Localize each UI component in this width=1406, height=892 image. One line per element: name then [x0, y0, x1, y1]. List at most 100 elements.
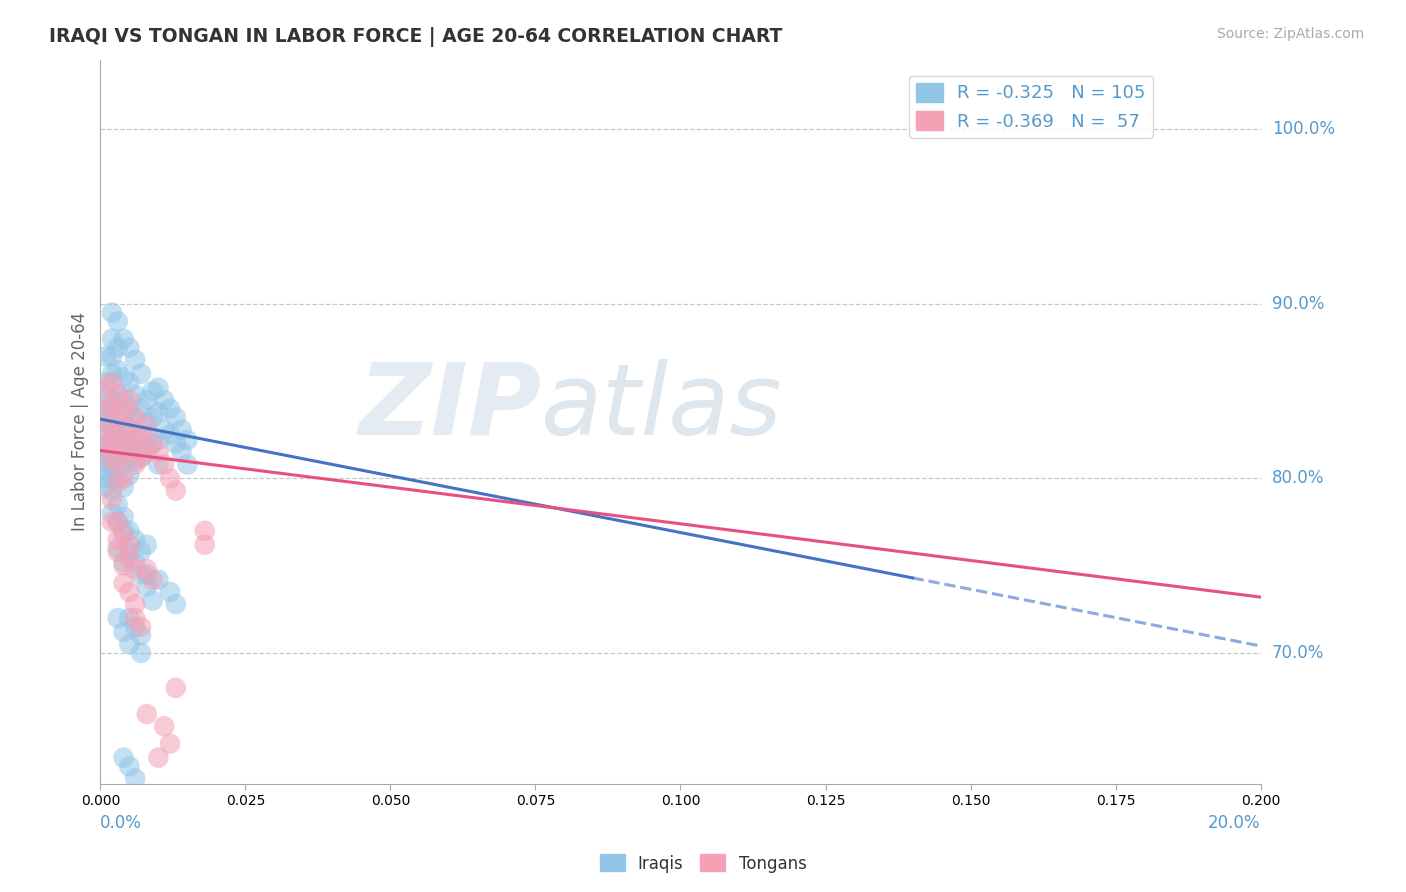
Point: [129, 646, 152, 660]
Point: [94, 376, 117, 390]
Point: [135, 416, 157, 430]
Point: [107, 454, 129, 468]
Point: [107, 387, 129, 401]
Point: [148, 445, 170, 459]
Point: [118, 419, 141, 434]
Point: [107, 454, 129, 468]
Point: [94, 387, 117, 401]
Point: [142, 436, 165, 450]
Point: [135, 419, 157, 434]
Y-axis label: In Labor Force | Age 20-64: In Labor Force | Age 20-64: [72, 312, 89, 532]
Point: [159, 471, 181, 485]
Point: [101, 445, 124, 459]
Point: [107, 533, 129, 547]
Point: [159, 401, 181, 416]
Point: [107, 387, 129, 401]
Text: 70.0%: 70.0%: [1272, 644, 1324, 662]
Point: [112, 423, 135, 437]
Point: [135, 440, 157, 454]
Text: 80.0%: 80.0%: [1272, 469, 1324, 487]
Point: [176, 458, 198, 472]
Point: [129, 545, 152, 559]
Point: [165, 681, 187, 695]
Point: [118, 637, 141, 651]
Text: 100.0%: 100.0%: [1272, 120, 1334, 138]
Point: [112, 392, 135, 407]
Point: [118, 401, 141, 416]
Point: [124, 454, 146, 468]
Point: [142, 436, 165, 450]
Point: [94, 423, 117, 437]
Point: [135, 580, 157, 594]
Point: [118, 611, 141, 625]
Point: [142, 593, 165, 607]
Point: [194, 538, 217, 552]
Point: [124, 410, 146, 425]
Point: [112, 558, 135, 573]
Point: [153, 458, 176, 472]
Point: [107, 475, 129, 489]
Point: [124, 772, 146, 786]
Point: [94, 436, 117, 450]
Point: [101, 436, 124, 450]
Point: [101, 398, 124, 412]
Point: [118, 538, 141, 552]
Point: [94, 401, 117, 416]
Point: [112, 555, 135, 569]
Text: 90.0%: 90.0%: [1272, 295, 1324, 313]
Point: [129, 628, 152, 642]
Point: [165, 410, 187, 425]
Point: [94, 414, 117, 428]
Point: [112, 524, 135, 538]
Legend: Iraqis, Tongans: Iraqis, Tongans: [593, 847, 813, 880]
Point: [118, 392, 141, 407]
Point: [118, 341, 141, 355]
Point: [101, 419, 124, 434]
Point: [129, 620, 152, 634]
Point: [101, 392, 124, 407]
Point: [107, 427, 129, 442]
Point: [112, 370, 135, 384]
Point: [148, 458, 170, 472]
Point: [148, 433, 170, 447]
Point: [101, 349, 124, 363]
Point: [148, 750, 170, 764]
Point: [101, 483, 124, 498]
Point: [124, 597, 146, 611]
Point: [101, 419, 124, 434]
Point: [112, 527, 135, 541]
Point: [101, 376, 124, 390]
Point: [135, 445, 157, 459]
Point: [112, 445, 135, 459]
Point: [101, 458, 124, 472]
Point: [107, 440, 129, 454]
Point: [194, 524, 217, 538]
Point: [148, 573, 170, 587]
Point: [94, 381, 117, 395]
Point: [107, 471, 129, 485]
Point: [101, 454, 124, 468]
Point: [129, 427, 152, 442]
Point: [101, 471, 124, 485]
Point: [94, 423, 117, 437]
Point: [112, 436, 135, 450]
Point: [94, 471, 117, 485]
Point: [170, 423, 193, 437]
Point: [118, 376, 141, 390]
Text: IRAQI VS TONGAN IN LABOR FORCE | AGE 20-64 CORRELATION CHART: IRAQI VS TONGAN IN LABOR FORCE | AGE 20-…: [49, 27, 783, 46]
Point: [159, 737, 181, 751]
Point: [101, 367, 124, 381]
Point: [124, 410, 146, 425]
Point: [159, 427, 181, 442]
Point: [165, 597, 187, 611]
Point: [112, 480, 135, 494]
Point: [124, 611, 146, 625]
Point: [107, 341, 129, 355]
Point: [124, 562, 146, 576]
Point: [112, 416, 135, 430]
Point: [135, 706, 157, 721]
Point: [135, 567, 157, 582]
Point: [107, 363, 129, 377]
Point: [142, 384, 165, 399]
Point: [118, 585, 141, 599]
